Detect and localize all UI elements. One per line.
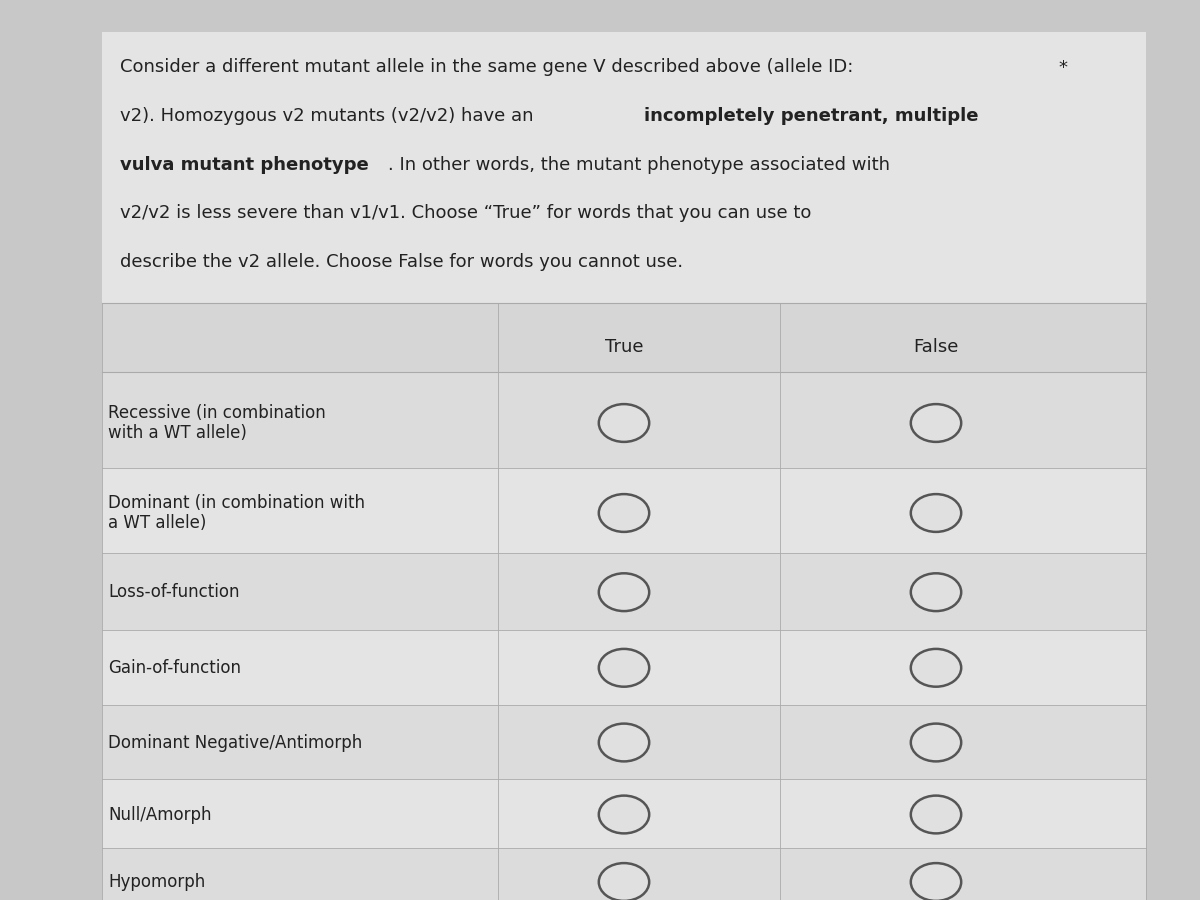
FancyBboxPatch shape [102,372,1146,468]
Circle shape [599,724,649,761]
Text: v2/v2 is less severe than v1/v1. Choose “True” for words that you can use to: v2/v2 is less severe than v1/v1. Choose … [120,204,811,222]
Text: Dominant (in combination with
a WT allele): Dominant (in combination with a WT allel… [108,493,365,533]
Circle shape [599,863,649,900]
Text: Null/Amorph: Null/Amorph [108,806,211,824]
FancyBboxPatch shape [102,553,1146,630]
Text: Dominant Negative/Antimorph: Dominant Negative/Antimorph [108,734,362,752]
Text: v2). Homozygous v2 mutants (v2/v2) have an: v2). Homozygous v2 mutants (v2/v2) have … [120,107,539,125]
Text: Consider a different mutant allele in the same gene V described above (allele ID: Consider a different mutant allele in th… [120,58,871,76]
Circle shape [911,863,961,900]
Circle shape [599,494,649,532]
Text: False: False [913,338,959,356]
Circle shape [911,796,961,833]
Text: . In other words, the mutant phenotype associated with: . In other words, the mutant phenotype a… [388,156,889,174]
Circle shape [599,649,649,687]
FancyBboxPatch shape [102,778,1146,848]
FancyBboxPatch shape [102,706,1146,778]
Text: Recessive (in combination
with a WT allele): Recessive (in combination with a WT alle… [108,403,325,443]
Circle shape [599,404,649,442]
FancyBboxPatch shape [102,630,1146,706]
Circle shape [911,404,961,442]
FancyBboxPatch shape [102,304,1146,372]
Text: *: * [1058,58,1068,76]
FancyBboxPatch shape [102,32,1146,896]
Text: Hypomorph: Hypomorph [108,873,205,891]
Text: describe the v2 allele. Choose False for words you cannot use.: describe the v2 allele. Choose False for… [120,253,683,271]
Circle shape [911,724,961,761]
Circle shape [911,573,961,611]
Text: incompletely penetrant, multiple: incompletely penetrant, multiple [644,107,979,125]
FancyBboxPatch shape [102,468,1146,553]
Circle shape [911,494,961,532]
FancyBboxPatch shape [102,848,1146,900]
Circle shape [599,573,649,611]
Circle shape [911,649,961,687]
Text: True: True [605,338,643,356]
Text: vulva mutant phenotype: vulva mutant phenotype [120,156,368,174]
Text: Loss-of-function: Loss-of-function [108,583,240,601]
Circle shape [599,796,649,833]
Text: Gain-of-function: Gain-of-function [108,659,241,677]
